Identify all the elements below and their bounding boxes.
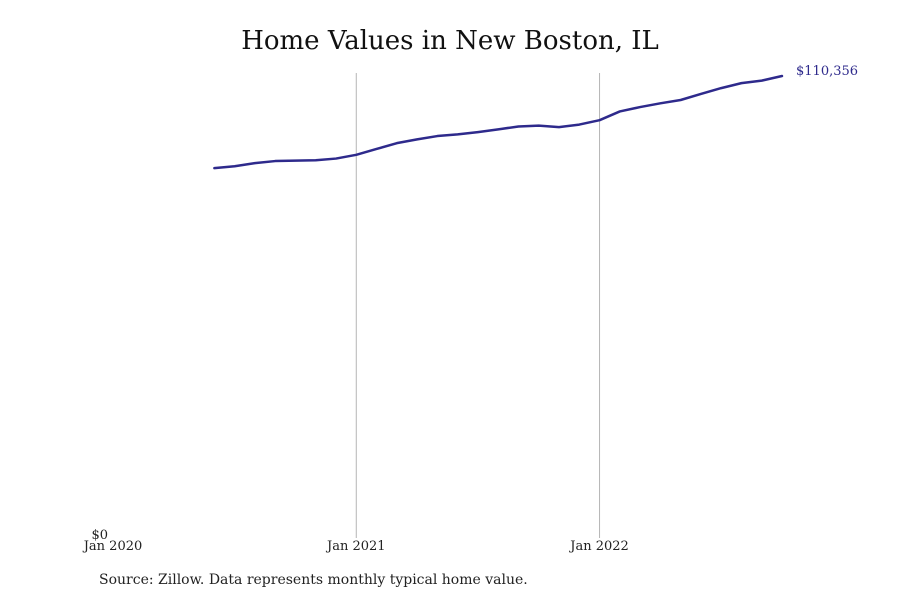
chart-source: Source: Zillow. Data represents monthly … [99,572,528,588]
chart-title: Home Values in New Boston, IL [241,26,659,56]
series-line [213,74,784,170]
x-tick-label: Jan 2021 [325,539,386,554]
x-tick-label: Jan 2022 [568,539,629,554]
last-value-label: $110,356 [796,64,858,79]
y-tick-label: $0 [91,528,108,543]
x-tick-label: Jan 2020 [82,539,143,554]
